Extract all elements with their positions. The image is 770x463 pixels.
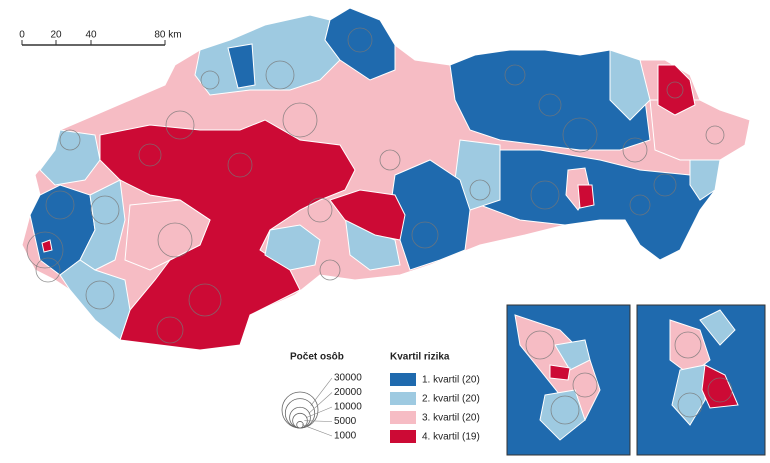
- legend-title: Kvartil rizika: [390, 352, 450, 363]
- leader-line: [306, 406, 333, 418]
- legend-swatch: [390, 373, 416, 386]
- size-label: 10000: [334, 402, 362, 413]
- size-label: 1000: [334, 431, 357, 442]
- insets: [506, 304, 766, 456]
- legend-swatch: [390, 392, 416, 405]
- scale-label: 0: [19, 30, 25, 41]
- leader-line: [301, 424, 333, 437]
- size-label: 5000: [334, 416, 357, 427]
- leader-line: [310, 377, 333, 406]
- scale-label: 80 km: [154, 30, 181, 41]
- scale-label: 20: [50, 30, 62, 41]
- legend-size: Počet osôb 30000 20000 10000 5000 1000: [281, 352, 362, 442]
- size-label: 20000: [334, 387, 362, 398]
- population-circles: [26, 27, 725, 344]
- legend-label: 4. kvartil (19): [422, 432, 480, 443]
- legend-swatch: [390, 411, 416, 424]
- size-circle: [289, 406, 311, 429]
- scale-label: 40: [85, 30, 97, 41]
- legend-label: 1. kvartil (20): [422, 375, 480, 386]
- legend-label: 3. kvartil (20): [422, 413, 480, 424]
- legend-title: Počet osôb: [290, 352, 344, 363]
- country-map: [21, 7, 751, 351]
- scale-bar: 0 20 40 80 km: [19, 30, 182, 46]
- legend-swatch: [390, 430, 416, 443]
- leader-line: [304, 420, 333, 422]
- legend-label: 2. kvartil (20): [422, 394, 480, 405]
- legend-risk: Kvartil rizika 1. kvartil (20) 2. kvartil…: [390, 352, 480, 443]
- size-circle: [296, 421, 304, 429]
- size-label: 30000: [334, 373, 362, 384]
- leader-line: [308, 392, 333, 414]
